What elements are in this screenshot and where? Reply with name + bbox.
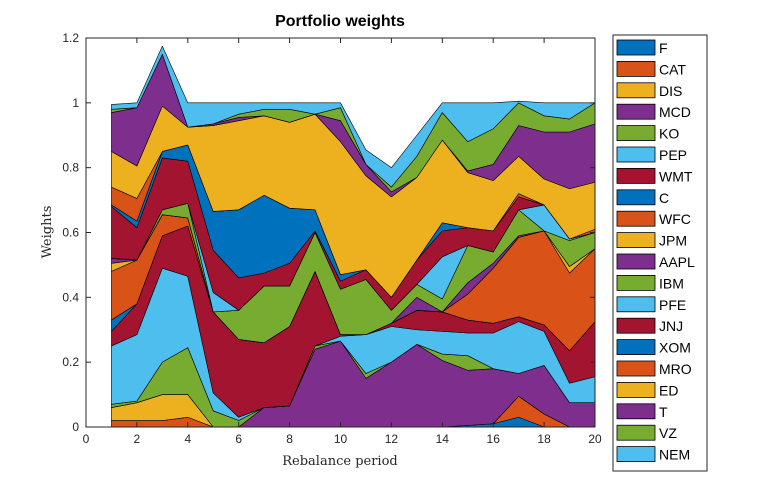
chart-title: Portfolio weights <box>275 13 405 30</box>
x-tick-label: 20 <box>588 432 602 446</box>
y-tick-label: 0.8 <box>62 161 79 175</box>
legend-swatch-t <box>616 403 656 420</box>
legend: F CAT DIS MCD KO PEP WMT C WFC JPM AAPL IBM PFE JNJ XO… <box>612 34 708 472</box>
x-tick-label: 4 <box>184 432 191 446</box>
legend-label-dis: DIS <box>659 83 682 99</box>
legend-label-c: C <box>659 190 669 206</box>
legend-swatch-pep <box>616 146 656 163</box>
series-layer <box>111 45 596 428</box>
y-tick-label: 1 <box>72 96 79 110</box>
legend-label-nem: NEM <box>659 447 690 463</box>
legend-swatch-mcd <box>616 103 656 120</box>
legend-label-xom: XOM <box>659 340 691 356</box>
legend-label-aapl: AAPL <box>659 254 695 270</box>
y-tick-label: 0 <box>72 420 79 434</box>
legend-label-jnj: JNJ <box>659 318 683 334</box>
y-tick-label: 0.4 <box>62 290 79 304</box>
legend-swatch-c <box>616 189 656 206</box>
legend-swatch-jpm <box>616 232 656 249</box>
legend-swatch-ko <box>616 125 656 141</box>
legend-label-pep: PEP <box>659 147 687 163</box>
legend-label-cat: CAT <box>659 61 686 77</box>
legend-swatch-pfe <box>616 296 656 313</box>
y-tick-label: 1.2 <box>62 31 79 45</box>
legend-swatch-mro <box>616 360 656 377</box>
legend-label-wfc: WFC <box>659 211 691 227</box>
x-tick-label: 2 <box>134 432 141 446</box>
y-tick-label: 0.6 <box>62 226 79 240</box>
legend-swatch-vz <box>616 424 656 441</box>
legend-swatch-aapl <box>616 253 656 270</box>
legend-label-ed: ED <box>659 382 678 398</box>
legend-items: F CAT DIS MCD KO PEP WMT C WFC JPM AAPL IBM PFE JNJ XO… <box>616 39 695 463</box>
x-axis-ticks: 0 2 4 6 8 10 12 14 16 18 20 <box>83 38 602 446</box>
legend-swatch-ibm <box>616 274 656 291</box>
legend-swatch-dis <box>616 82 656 99</box>
legend-swatch-wfc <box>616 210 656 227</box>
legend-label-jpm: JPM <box>659 233 687 249</box>
legend-label-vz: VZ <box>659 425 677 441</box>
legend-swatch-wmt <box>616 167 656 184</box>
x-axis-label: Rebalance period <box>282 454 397 469</box>
x-tick-label: 8 <box>286 432 293 446</box>
area-series-nem-19 <box>111 45 596 188</box>
plot-area <box>85 37 596 428</box>
x-tick-label: 6 <box>235 432 242 446</box>
y-axis-label: Weights <box>40 206 55 259</box>
legend-label-wmt: WMT <box>659 168 693 184</box>
legend-label-mcd: MCD <box>659 104 691 120</box>
y-tick-label: 0.2 <box>62 355 79 369</box>
x-tick-label: 12 <box>385 432 399 446</box>
x-tick-label: 14 <box>436 432 450 446</box>
legend-label-f: F <box>659 40 668 56</box>
legend-swatch-nem <box>616 446 656 463</box>
legend-swatch-xom <box>616 339 656 356</box>
legend-swatch-ed <box>616 381 656 398</box>
legend-swatch-jnj <box>616 317 656 334</box>
legend-label-ibm: IBM <box>659 275 684 291</box>
x-tick-label: 18 <box>537 432 551 446</box>
legend-swatch-cat <box>616 61 656 77</box>
y-axis-ticks: 0 0.2 0.4 0.6 0.8 1 1.2 <box>62 31 595 434</box>
x-tick-label: 0 <box>83 432 90 446</box>
legend-label-pfe: PFE <box>659 297 686 313</box>
legend-swatch-f <box>616 39 656 56</box>
x-tick-label: 10 <box>334 432 348 446</box>
x-tick-label: 16 <box>487 432 501 446</box>
legend-label-mro: MRO <box>659 361 692 377</box>
legend-label-t: T <box>659 404 668 420</box>
legend-label-ko: KO <box>659 126 679 142</box>
